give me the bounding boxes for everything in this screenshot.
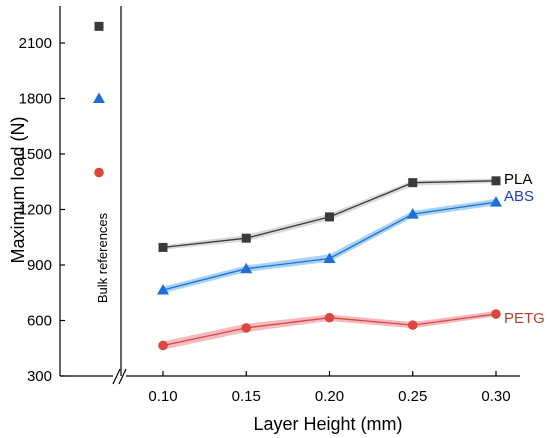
x-axis-title: Layer Height (mm) [253,414,402,434]
abs-point [490,196,502,207]
abs-point [240,262,253,274]
abs-series-label: ABS [504,188,534,205]
petg-point [241,323,252,333]
pla-point [158,242,168,252]
y-tick-label: 1200 [19,202,52,219]
series-petg: PETG [94,167,545,351]
petg-point [324,312,335,323]
y-tick-label: 600 [27,313,52,330]
x-tick-label: 0.30 [481,388,510,405]
x-tick-label: 0.20 [315,388,344,405]
abs-point [323,252,336,264]
petg-point [407,320,418,330]
abs-bulk-reference-point [93,92,105,103]
abs-point [157,283,169,295]
y-tick-label: 2100 [19,35,52,52]
abs-point [406,208,419,219]
pla-point [408,178,418,188]
y-tick-label: 300 [27,368,52,385]
axis-break-mark [112,368,127,385]
bulk-references-label: Bulk references [95,212,110,303]
petg-bulk-reference-point [94,167,104,178]
pla-point [325,212,334,222]
series-abs: ABS [93,92,534,295]
y-ticks: 300 600 900 1200 1500 1800 2100 [19,35,65,385]
petg-point [158,340,168,351]
pla-point [491,176,501,186]
x-tick-label: 0.10 [148,388,177,405]
petg-series-label: PETG [504,310,545,327]
pla-series-label: PLA [504,171,532,188]
y-tick-label: 1800 [19,91,52,108]
pla-bulk-reference-point [94,21,104,31]
y-tick-label: 1500 [19,146,52,163]
y-axis-title: Maximum load (N) [8,116,28,263]
y-tick-label: 900 [27,257,52,274]
series-pla: PLA [94,21,532,252]
x-tick-label: 0.15 [232,388,261,405]
x-ticks: 0.10 0.15 0.20 0.25 0.30 [148,371,511,405]
petg-point [491,309,501,319]
x-tick-label: 0.25 [398,388,427,405]
pla-point [241,233,251,243]
